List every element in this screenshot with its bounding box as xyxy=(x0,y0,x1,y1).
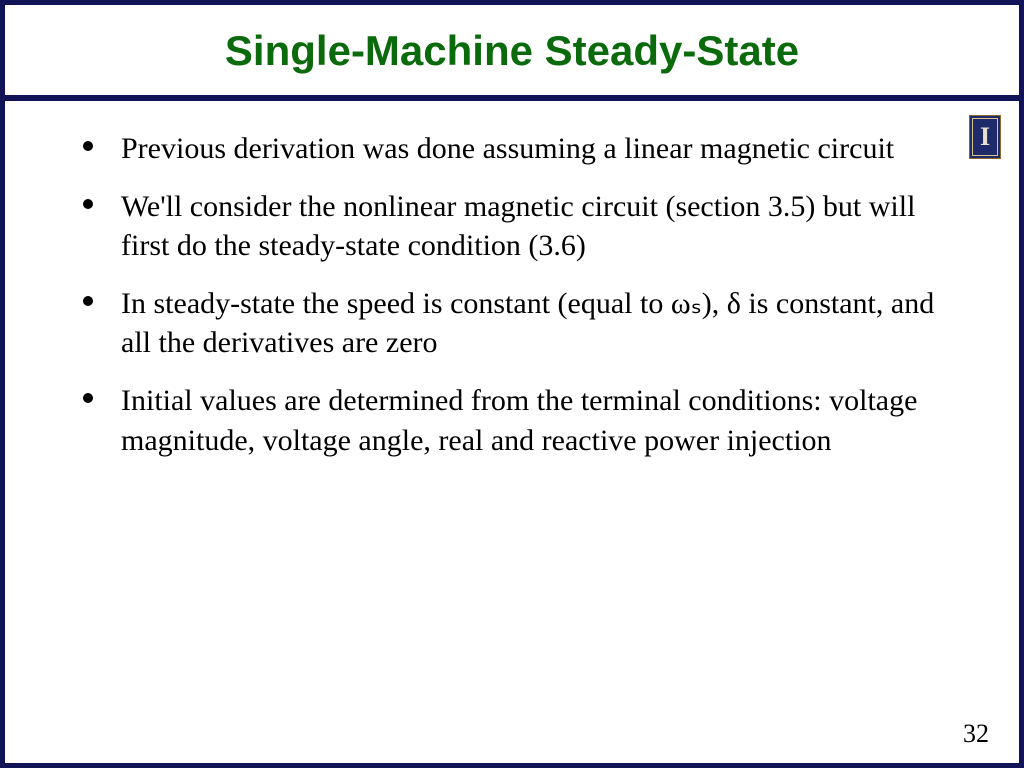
slide-title: Single-Machine Steady-State xyxy=(5,5,1019,95)
institution-logo: I xyxy=(969,115,1001,159)
bullet-item: We'll consider the nonlinear magnetic ci… xyxy=(77,187,947,266)
logo-letter: I xyxy=(980,124,990,150)
bullet-list: Previous derivation was done assuming a … xyxy=(77,129,947,460)
bullet-item: Initial values are determined from the t… xyxy=(77,381,947,460)
slide-frame: Single-Machine Steady-State I Previous d… xyxy=(0,0,1024,768)
slide-body: Previous derivation was done assuming a … xyxy=(5,101,1019,460)
page-number: 32 xyxy=(963,719,989,749)
bullet-item: Previous derivation was done assuming a … xyxy=(77,129,947,169)
bullet-item: In steady-state the speed is constant (e… xyxy=(77,284,947,363)
illinois-i-icon: I xyxy=(969,115,1001,159)
